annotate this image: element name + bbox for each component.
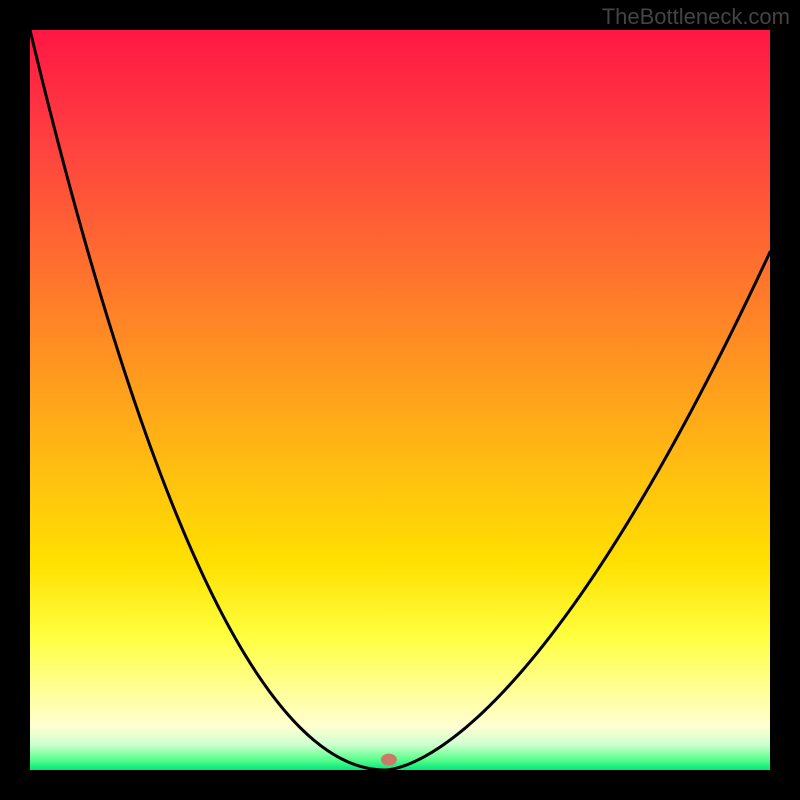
minimum-marker [381, 754, 397, 766]
chart-svg [30, 30, 770, 770]
gradient-background [30, 30, 770, 770]
watermark-text: TheBottleneck.com [602, 4, 790, 30]
chart-area [30, 30, 770, 770]
